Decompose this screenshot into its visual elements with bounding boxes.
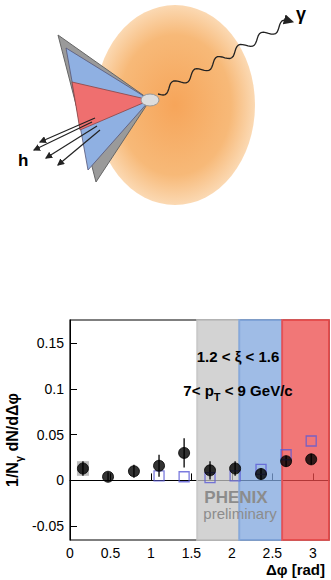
svg-text:h: h: [18, 151, 28, 170]
svg-text:1: 1: [147, 545, 155, 561]
svg-text:0.05: 0.05: [37, 427, 64, 443]
svg-text:0.15: 0.15: [37, 335, 64, 351]
svg-text:< 9 GeV/c: < 9 GeV/c: [221, 382, 293, 399]
svg-text:0.5: 0.5: [101, 545, 121, 561]
svg-text:1/N: 1/N: [4, 462, 21, 487]
svg-text:dN/dΔφ: dN/dΔφ: [4, 393, 21, 456]
svg-text:PHENIX: PHENIX: [204, 487, 268, 507]
svg-text:-0.05: -0.05: [32, 518, 64, 534]
svg-text:0: 0: [56, 472, 64, 488]
svg-text:0: 0: [66, 545, 74, 561]
svg-text:T: T: [213, 390, 221, 403]
svg-text:2.5: 2.5: [263, 545, 283, 561]
svg-text:7< p: 7< p: [183, 382, 213, 399]
svg-text:preliminary: preliminary: [203, 505, 277, 522]
svg-text:Δφ [rad]: Δφ [rad]: [266, 561, 325, 578]
svg-text:2: 2: [228, 545, 236, 561]
svg-text:1.5: 1.5: [182, 545, 202, 561]
svg-text:γ: γ: [296, 4, 306, 24]
svg-text:0.1: 0.1: [45, 381, 65, 397]
svg-text:γ: γ: [13, 456, 26, 463]
svg-text:3: 3: [309, 545, 317, 561]
svg-text:1.2 < ξ < 1.6: 1.2 < ξ < 1.6: [197, 348, 280, 365]
